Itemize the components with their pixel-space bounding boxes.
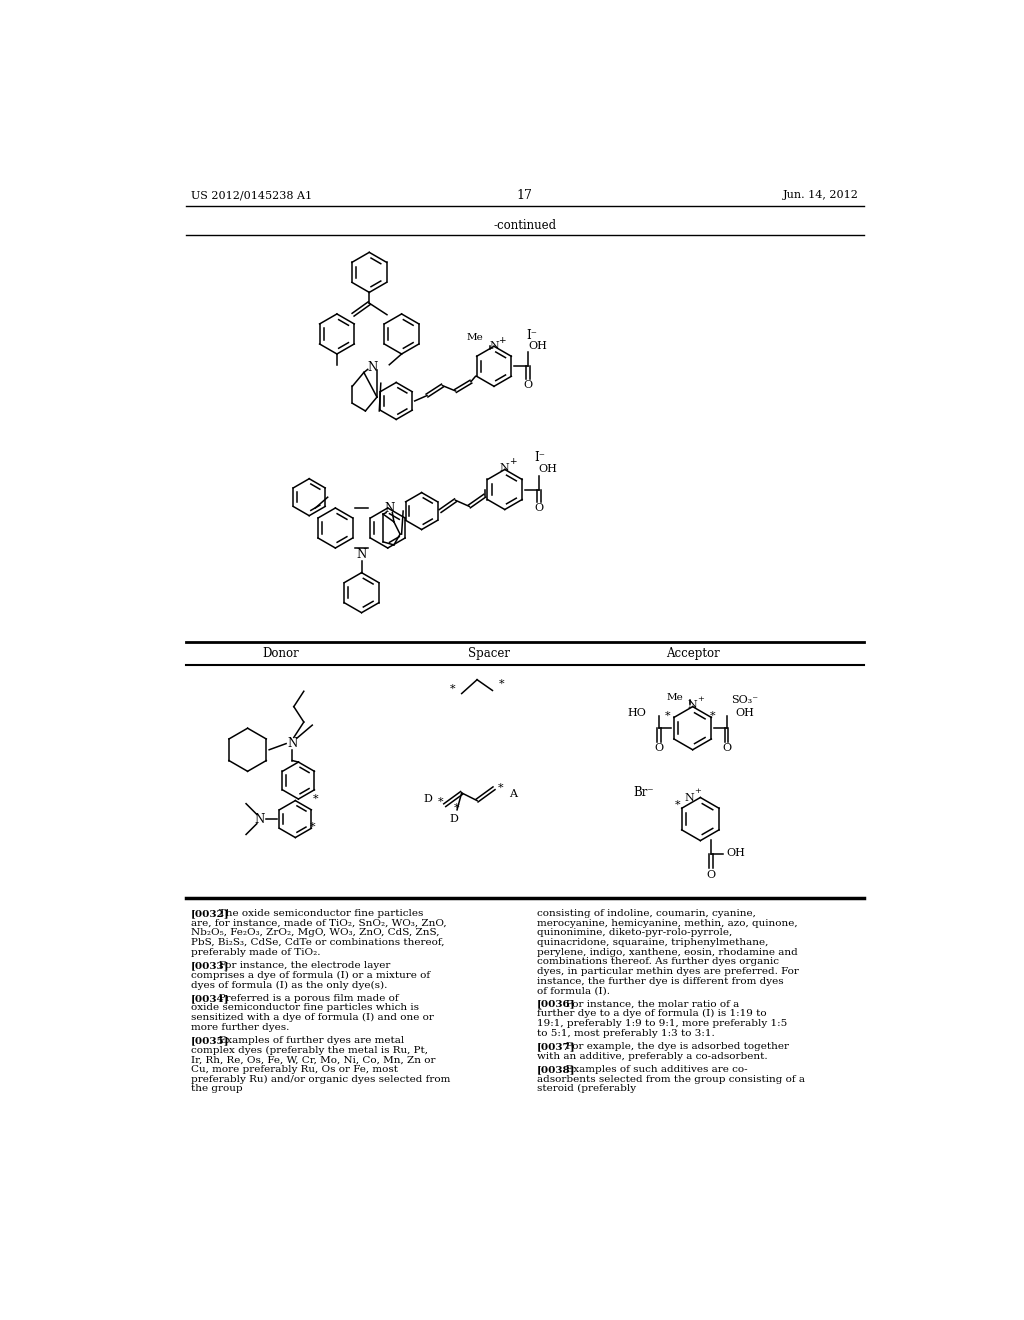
- Text: PbS, Bi₂S₃, CdSe, CdTe or combinations thereof,: PbS, Bi₂S₃, CdSe, CdTe or combinations t…: [190, 939, 444, 946]
- Text: 17: 17: [517, 189, 532, 202]
- Text: [0038]: [0038]: [538, 1065, 575, 1074]
- Text: Preferred is a porous film made of: Preferred is a porous film made of: [209, 994, 399, 1003]
- Text: *: *: [450, 684, 456, 694]
- Text: D: D: [450, 814, 459, 824]
- Text: N: N: [356, 548, 367, 561]
- Text: N: N: [688, 700, 697, 710]
- Text: instance, the further dye is different from dyes: instance, the further dye is different f…: [538, 977, 783, 986]
- Text: further dye to a dye of formula (I) is 1:19 to: further dye to a dye of formula (I) is 1…: [538, 1010, 767, 1018]
- Text: Me: Me: [667, 693, 683, 702]
- Text: N: N: [500, 463, 510, 473]
- Text: adsorbents selected from the group consisting of a: adsorbents selected from the group consi…: [538, 1074, 805, 1084]
- Text: of formula (I).: of formula (I).: [538, 986, 610, 995]
- Text: *: *: [437, 797, 443, 807]
- Text: combinations thereof. As further dyes organic: combinations thereof. As further dyes or…: [538, 957, 779, 966]
- Text: Me: Me: [467, 334, 483, 342]
- Text: Ir, Rh, Re, Os, Fe, W, Cr, Mo, Ni, Co, Mn, Zn or: Ir, Rh, Re, Os, Fe, W, Cr, Mo, Ni, Co, M…: [190, 1056, 435, 1064]
- Text: I⁻: I⁻: [526, 329, 538, 342]
- Text: A: A: [509, 789, 517, 800]
- Text: O: O: [535, 503, 543, 513]
- Text: quinonimine, diketo-pyr-rolo-pyrrole,: quinonimine, diketo-pyr-rolo-pyrrole,: [538, 928, 732, 937]
- Text: oxide semiconductor fine particles which is: oxide semiconductor fine particles which…: [190, 1003, 419, 1012]
- Text: O: O: [523, 380, 532, 389]
- Text: N: N: [255, 813, 265, 825]
- Text: are, for instance, made of TiO₂, SnO₂, WO₃, ZnO,: are, for instance, made of TiO₂, SnO₂, W…: [190, 919, 446, 928]
- Text: Br⁻: Br⁻: [634, 787, 654, 800]
- Text: For example, the dye is adsorbed together: For example, the dye is adsorbed togethe…: [556, 1041, 788, 1051]
- Text: consisting of indoline, coumarin, cyanine,: consisting of indoline, coumarin, cyanin…: [538, 909, 756, 919]
- Text: [0037]: [0037]: [538, 1041, 575, 1051]
- Text: +: +: [694, 787, 700, 796]
- Text: more further dyes.: more further dyes.: [190, 1023, 289, 1032]
- Text: The oxide semiconductor fine particles: The oxide semiconductor fine particles: [209, 909, 424, 919]
- Text: [0034]: [0034]: [190, 994, 229, 1003]
- Text: the group: the group: [190, 1084, 243, 1093]
- Text: *: *: [309, 822, 315, 832]
- Text: Examples of such additives are co-: Examples of such additives are co-: [556, 1065, 748, 1074]
- Text: N: N: [489, 341, 499, 351]
- Text: US 2012/0145238 A1: US 2012/0145238 A1: [190, 190, 311, 201]
- Text: steroid (preferably: steroid (preferably: [538, 1084, 636, 1093]
- Text: *: *: [710, 711, 716, 721]
- Text: merocyanine, hemicyanine, methin, azo, quinone,: merocyanine, hemicyanine, methin, azo, q…: [538, 919, 798, 928]
- Text: Jun. 14, 2012: Jun. 14, 2012: [783, 190, 859, 201]
- Text: Cu, more preferably Ru, Os or Fe, most: Cu, more preferably Ru, Os or Fe, most: [190, 1065, 397, 1074]
- Text: For instance, the electrode layer: For instance, the electrode layer: [209, 961, 391, 970]
- Text: sensitized with a dye of formula (I) and one or: sensitized with a dye of formula (I) and…: [190, 1014, 433, 1022]
- Text: O: O: [707, 870, 716, 879]
- Text: dyes, in particular methin dyes are preferred. For: dyes, in particular methin dyes are pref…: [538, 966, 799, 975]
- Text: O: O: [654, 743, 664, 754]
- Text: OH: OH: [539, 465, 557, 474]
- Text: complex dyes (preferably the metal is Ru, Pt,: complex dyes (preferably the metal is Ru…: [190, 1045, 428, 1055]
- Text: Acceptor: Acceptor: [666, 647, 720, 660]
- Text: D: D: [424, 795, 432, 804]
- Text: comprises a dye of formula (I) or a mixture of: comprises a dye of formula (I) or a mixt…: [190, 970, 430, 979]
- Text: *: *: [675, 800, 680, 810]
- Text: O: O: [722, 743, 731, 754]
- Text: +: +: [509, 457, 516, 466]
- Text: *: *: [666, 711, 671, 721]
- Text: *: *: [455, 804, 460, 813]
- Text: Examples of further dyes are metal: Examples of further dyes are metal: [209, 1036, 404, 1045]
- Text: For instance, the molar ratio of a: For instance, the molar ratio of a: [556, 999, 739, 1008]
- Text: preferably Ru) and/or organic dyes selected from: preferably Ru) and/or organic dyes selec…: [190, 1074, 450, 1084]
- Text: N: N: [287, 737, 297, 750]
- Text: [0035]: [0035]: [190, 1036, 229, 1045]
- Text: N: N: [685, 793, 694, 804]
- Text: OH: OH: [727, 847, 745, 858]
- Text: OH: OH: [736, 708, 755, 718]
- Text: -continued: -continued: [494, 219, 556, 232]
- Text: [0036]: [0036]: [538, 999, 575, 1008]
- Text: *: *: [312, 795, 318, 804]
- Text: to 5:1, most preferably 1:3 to 3:1.: to 5:1, most preferably 1:3 to 3:1.: [538, 1028, 715, 1038]
- Text: preferably made of TiO₂.: preferably made of TiO₂.: [190, 948, 321, 957]
- Text: quinacridone, squaraine, triphenylmethane,: quinacridone, squaraine, triphenylmethan…: [538, 939, 768, 946]
- Text: +: +: [498, 335, 506, 345]
- Text: Nb₂O₅, Fe₂O₃, ZrO₂, MgO, WO₃, ZnO, CdS, ZnS,: Nb₂O₅, Fe₂O₃, ZrO₂, MgO, WO₃, ZnO, CdS, …: [190, 928, 439, 937]
- Text: dyes of formula (I) as the only dye(s).: dyes of formula (I) as the only dye(s).: [190, 981, 387, 990]
- Text: Spacer: Spacer: [468, 647, 510, 660]
- Text: N: N: [384, 502, 394, 515]
- Text: *: *: [498, 783, 503, 793]
- Text: [0033]: [0033]: [190, 961, 229, 970]
- Text: 19:1, preferably 1:9 to 9:1, more preferably 1:5: 19:1, preferably 1:9 to 9:1, more prefer…: [538, 1019, 787, 1028]
- Text: *: *: [499, 680, 505, 689]
- Text: perylene, indigo, xanthene, eosin, rhodamine and: perylene, indigo, xanthene, eosin, rhoda…: [538, 948, 798, 957]
- Text: SO₃⁻: SO₃⁻: [731, 696, 759, 705]
- Text: I⁻: I⁻: [535, 450, 545, 463]
- Text: HO: HO: [628, 708, 646, 718]
- Text: [0032]: [0032]: [190, 909, 229, 919]
- Text: OH: OH: [528, 342, 547, 351]
- Text: +: +: [697, 694, 703, 704]
- Text: with an additive, preferably a co-adsorbent.: with an additive, preferably a co-adsorb…: [538, 1052, 768, 1060]
- Text: Donor: Donor: [262, 647, 299, 660]
- Text: N: N: [368, 362, 378, 375]
